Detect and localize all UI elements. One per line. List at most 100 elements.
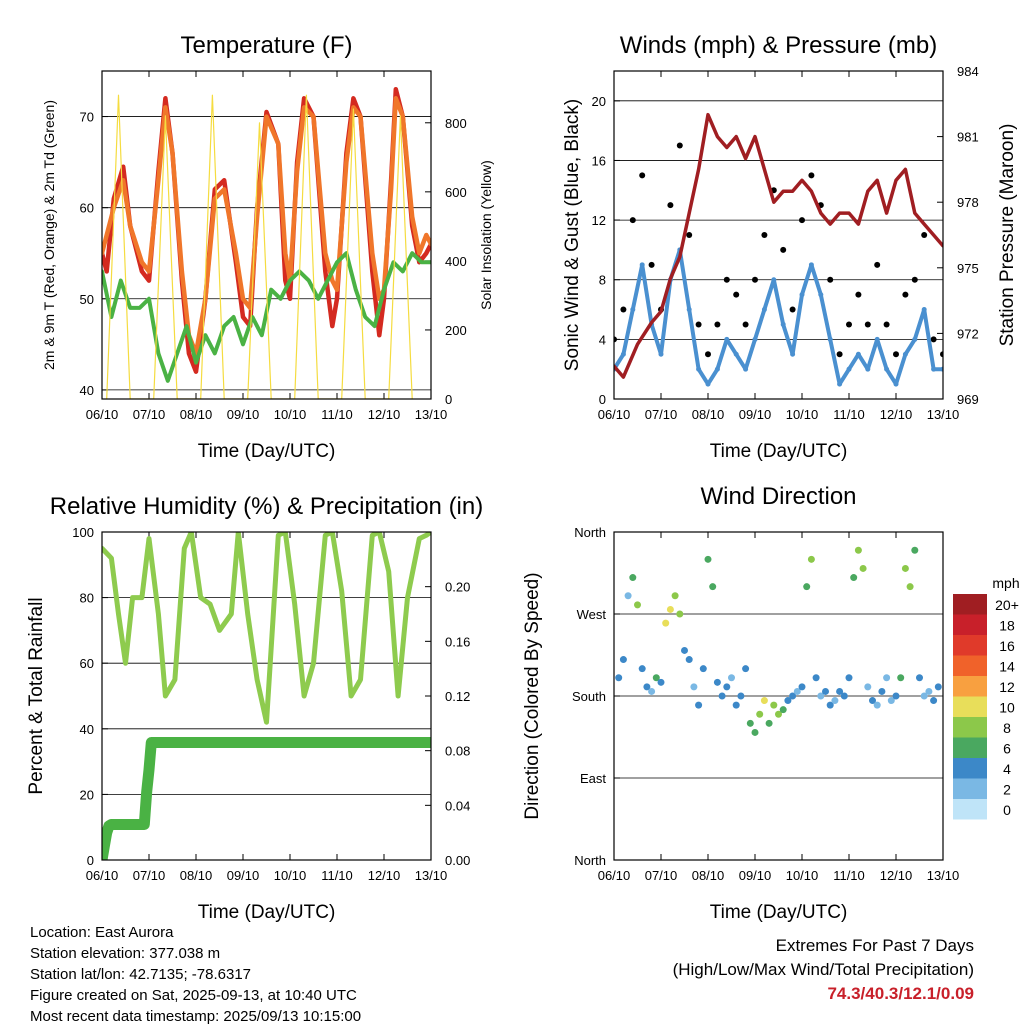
station-location: Location: East Aurora — [30, 924, 174, 941]
direction-point — [892, 692, 900, 700]
y2-tick-label: 978 — [957, 195, 979, 210]
y-tick-label: 70 — [80, 110, 94, 125]
x-tick-label: 10/10 — [274, 868, 307, 883]
series-total-rainfall — [102, 737, 431, 860]
colorbar-label: 6 — [1003, 741, 1011, 757]
gust-point — [780, 246, 787, 253]
wind-point — [714, 366, 720, 372]
y-axis-label: 2m & 9m T (Red, Orange) & 2m Td (Green) — [41, 100, 57, 370]
colorbar-label: 16 — [999, 638, 1015, 654]
x-tick-label: 13/10 — [927, 407, 960, 422]
colorbar-label: 4 — [1003, 761, 1011, 777]
y2-tick-label: 984 — [957, 64, 979, 79]
direction-point — [704, 555, 712, 563]
gust-point — [808, 172, 815, 179]
x-tick-label: 08/10 — [692, 407, 725, 422]
colorbar-label: 10 — [999, 700, 1015, 716]
x-tick-label: 10/10 — [786, 407, 819, 422]
y2-tick-label: 0 — [445, 392, 452, 407]
direction-point — [854, 546, 862, 554]
direction-point — [930, 697, 938, 705]
y-tick-label: 0 — [87, 853, 94, 868]
panel-1: Temperature (F) 06/10 07/10 08/10 09/10 10/10… — [41, 32, 494, 462]
y-tick-label: 60 — [80, 656, 94, 671]
y2-tick-label: 0.00 — [445, 853, 470, 868]
y-tick-label: 50 — [80, 292, 94, 307]
y-tick-label: 100 — [72, 525, 94, 540]
panel-title: Winds (mph) & Pressure (mb) — [620, 32, 937, 59]
panel-2: Winds (mph) & Pressure (mb) 06/10 07/10 08/… — [562, 32, 1018, 462]
direction-point — [666, 605, 674, 613]
gust-point — [902, 291, 909, 298]
direction-point — [770, 701, 778, 709]
wind-point — [818, 292, 824, 298]
gust-point — [799, 217, 805, 224]
gust-point — [629, 217, 636, 224]
direction-point — [676, 610, 684, 618]
colorbar-swatch — [953, 635, 987, 656]
wind-point — [865, 366, 871, 372]
recent-data-timestamp: Most recent data timestamp: 2025/09/13 1… — [30, 1008, 362, 1025]
direction-point — [779, 706, 787, 714]
y2-axis-label: Station Pressure (Maroon) — [997, 124, 1018, 347]
y2-tick-label: 200 — [445, 323, 467, 338]
direction-point — [615, 674, 623, 682]
direction-point — [732, 701, 740, 709]
gust-point — [714, 321, 721, 328]
direction-point — [624, 592, 632, 600]
extremes-subtitle: (High/Low/Max Wind/Total Precipitation) — [672, 960, 974, 979]
wind-point — [733, 351, 739, 357]
colorbar-label: 18 — [999, 618, 1015, 634]
y2-tick-label: 0.12 — [445, 689, 470, 704]
direction-point — [925, 687, 933, 695]
wind-point — [752, 336, 758, 342]
gust-point — [911, 276, 918, 283]
direction-point — [859, 564, 867, 572]
y-tick-label: 4 — [599, 332, 606, 347]
wind-point — [790, 351, 796, 357]
direction-point — [920, 692, 928, 700]
wind-point — [686, 307, 692, 313]
x-tick-label: 12/10 — [368, 868, 401, 883]
gust-point — [614, 336, 617, 343]
y-tick-label: South — [572, 689, 606, 704]
x-tick-label: 08/10 — [692, 868, 725, 883]
gust-point — [921, 232, 928, 238]
direction-point — [681, 646, 688, 654]
direction-point — [685, 656, 693, 664]
wind-point — [940, 366, 943, 372]
panel-title: Wind Direction — [700, 483, 856, 510]
gust-point — [648, 261, 655, 268]
gust-point — [827, 276, 834, 283]
wind-point — [921, 307, 927, 313]
direction-point — [713, 678, 721, 686]
y2-tick-label: 600 — [445, 185, 467, 200]
sonic-wind-line — [614, 247, 943, 387]
direction-point — [803, 583, 811, 591]
wind-point — [780, 321, 786, 327]
direction-point — [789, 692, 797, 700]
gust-point — [667, 202, 674, 209]
extremes-title: Extremes For Past 7 Days — [775, 936, 974, 955]
pressure-line — [614, 112, 943, 379]
x-tick-label: 12/10 — [368, 407, 401, 422]
wind-point — [912, 336, 918, 342]
colorbar-swatch — [953, 778, 987, 799]
y2-tick-label: 400 — [445, 254, 467, 269]
colorbar-label: 12 — [999, 679, 1015, 695]
speed-colorbar: mph 20+ 18 16 14 12 10 8 6 4 2 0 — [953, 575, 1020, 820]
y2-tick-label: 0.08 — [445, 744, 470, 759]
direction-point — [690, 683, 698, 691]
direction-point — [629, 574, 637, 582]
gust-point — [930, 336, 937, 343]
y-tick-label: 20 — [592, 94, 606, 109]
x-tick-label: 07/10 — [645, 868, 678, 883]
y2-tick-label: 0.16 — [445, 634, 470, 649]
colorbar-label: 14 — [999, 659, 1015, 675]
y2-axis-label: Solar Insolation (Yellow) — [478, 160, 494, 310]
y-tick-label: East — [580, 771, 606, 786]
x-tick-label: 11/10 — [321, 868, 353, 883]
station-info: Location: East Aurora Station elevation:… — [30, 922, 361, 1027]
x-tick-label: 07/10 — [645, 407, 678, 422]
